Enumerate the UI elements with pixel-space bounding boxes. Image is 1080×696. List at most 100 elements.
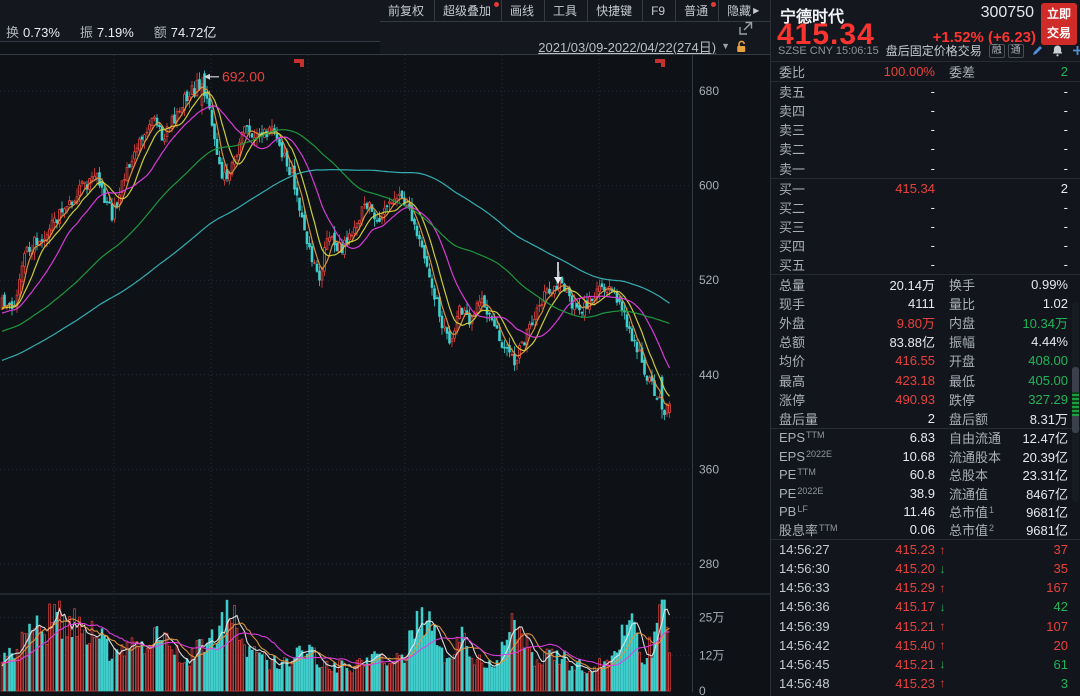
- menu-item[interactable]: 前复权: [380, 0, 436, 21]
- edit-pencil-icon[interactable]: [1031, 44, 1044, 57]
- tick-time: 14:56:42: [779, 637, 830, 653]
- menu-item-label: F9: [651, 3, 666, 18]
- menu-item[interactable]: 普通: [676, 0, 720, 21]
- svg-text:12万: 12万: [699, 649, 724, 663]
- tick-row[interactable]: 14:56:27 415.23 ↑ 37: [771, 540, 1080, 559]
- tick-price: 415.23: [895, 542, 935, 558]
- date-range-selector[interactable]: 2021/03/09-2022/04/22(274日) ▼: [0, 38, 748, 55]
- fund-value-1: 0.06: [909, 522, 935, 538]
- bid-price: -: [930, 237, 935, 253]
- svg-text:280: 280: [699, 557, 719, 571]
- menu-item[interactable]: 工具: [545, 0, 589, 21]
- date-range-text[interactable]: 2021/03/09-2022/04/22(274日): [538, 39, 717, 55]
- add-to-watchlist-icon[interactable]: [1071, 44, 1080, 57]
- quote-meta-row: SZSE CNY 15:06:15 盘后固定价格交易 融通: [778, 42, 1080, 59]
- tick-time: 14:56:36: [779, 599, 830, 615]
- bid-levels: 买一 415.34 2 买二 - - 买三 - - 买四: [771, 179, 1080, 274]
- ask-row[interactable]: 卖一 - -: [771, 158, 1080, 177]
- fund-label-2: 总市值2: [949, 523, 995, 539]
- menu-item-label: 工具: [553, 4, 578, 18]
- fund-value-2: 9681亿: [1026, 523, 1068, 539]
- svg-text:360: 360: [699, 462, 719, 476]
- divider: [771, 177, 1080, 179]
- stat-value: 74.72亿: [170, 25, 217, 40]
- tick-price: 415.17: [895, 599, 935, 615]
- stat-label: 额: [153, 25, 167, 40]
- svg-text:0: 0: [699, 684, 706, 696]
- mini-volume-gauge: [1072, 392, 1079, 416]
- tick-qty: 35: [1053, 561, 1068, 577]
- weibi-label: 委比: [779, 65, 806, 81]
- divider: [771, 274, 1080, 276]
- bid-row[interactable]: 买三 - -: [771, 217, 1080, 236]
- menu-item[interactable]: F9: [643, 0, 677, 21]
- tick-price: 415.23: [895, 675, 935, 691]
- ask-label: 卖一: [779, 161, 806, 177]
- stat-label-2: 振幅: [949, 335, 976, 351]
- stat-label-2: 内盘: [949, 316, 976, 332]
- tick-row[interactable]: 14:56:30 415.20 ↓ 35: [771, 559, 1080, 578]
- weicha-value: 2: [1060, 64, 1068, 80]
- svg-text:692.00: 692.00: [222, 68, 265, 84]
- tick-row[interactable]: 14:56:45 415.21 ↓ 61: [771, 655, 1080, 674]
- menu-item-label: 隐藏: [727, 4, 752, 18]
- stat-value-2: 1.02: [1042, 296, 1068, 312]
- ask-row[interactable]: 卖二 - -: [771, 139, 1080, 158]
- menu-item[interactable]: 超级叠加: [435, 0, 503, 21]
- bid-qty: -: [1063, 256, 1068, 272]
- tick-row[interactable]: 14:56:42 415.40 ↑ 20: [771, 636, 1080, 655]
- fund-value-1: 11.46: [903, 504, 935, 520]
- fund-value-1: 10.68: [902, 448, 935, 464]
- tick-row[interactable]: 14:56:48 415.23 ↑ 3: [771, 674, 1080, 693]
- menu-item-label: 普通: [684, 4, 709, 18]
- stock-name: 宁德时代: [780, 9, 845, 26]
- time-and-sales: 14:56:27 415.23 ↑ 37 14:56:30 415.20 ↓ 3…: [771, 540, 1080, 693]
- unlock-icon[interactable]: [735, 40, 748, 53]
- chart-toolbar-menu: 前复权 超级叠加 画线 工具 快捷键 F: [380, 0, 770, 22]
- bid-row[interactable]: 买一 415.34 2: [771, 179, 1080, 198]
- bid-row[interactable]: 买五 - -: [771, 255, 1080, 274]
- trade-button-label: 立即交易: [1046, 7, 1071, 40]
- bid-row[interactable]: 买四 - -: [771, 236, 1080, 255]
- ask-label: 卖五: [779, 85, 806, 101]
- ask-price: -: [930, 84, 935, 100]
- tick-time: 14:56:27: [779, 542, 830, 558]
- stats-row: 总量 20.14万 换手 0.99%: [771, 275, 1080, 294]
- tick-row[interactable]: 14:56:33 415.29 ↑ 167: [771, 578, 1080, 597]
- alert-bell-icon[interactable]: [1051, 44, 1064, 57]
- menu-item[interactable]: 隐藏 ▶: [719, 0, 767, 21]
- tick-row[interactable]: 14:56:39 415.21 ↑ 107: [771, 617, 1080, 636]
- tick-price: 415.40: [895, 637, 935, 653]
- menu-item[interactable]: 快捷键: [588, 0, 644, 21]
- expand-chart-icon[interactable]: [737, 19, 755, 37]
- ask-qty: -: [1063, 160, 1068, 176]
- tick-row[interactable]: 14:56:36 415.17 ↓ 42: [771, 597, 1080, 616]
- ask-row[interactable]: 卖三 - -: [771, 120, 1080, 139]
- fund-value-2: 8467亿: [1026, 486, 1068, 502]
- tick-direction-arrow-icon: ↓: [939, 599, 946, 614]
- svg-text:680: 680: [699, 84, 719, 98]
- chevron-down-icon[interactable]: ▼: [721, 41, 730, 51]
- submenu-arrow-icon: ▶: [753, 6, 760, 15]
- ask-label: 卖三: [779, 123, 806, 139]
- tick-direction-arrow-icon: ↓: [939, 657, 946, 672]
- ask-row[interactable]: 卖五 - -: [771, 82, 1080, 101]
- stat-value-2: 4.44%: [1031, 334, 1068, 350]
- ask-qty: -: [1063, 141, 1068, 157]
- kline-chart[interactable]: 680 600 520 440 360 280 25万 12万 0 692.00: [0, 55, 770, 696]
- fund-value-2: 9681亿: [1026, 505, 1068, 521]
- bid-label: 买四: [779, 238, 806, 254]
- tick-price: 415.20: [895, 561, 935, 577]
- bid-row[interactable]: 买二 - -: [771, 198, 1080, 217]
- tick-direction-arrow-icon: ↓: [939, 561, 946, 576]
- notification-dot: [494, 2, 500, 7]
- menu-item[interactable]: 画线: [502, 0, 546, 21]
- trade-now-button[interactable]: 立即交易: [1041, 3, 1077, 45]
- stat-label-2: 盘后额: [949, 411, 989, 427]
- bid-qty: -: [1063, 237, 1068, 253]
- fund-label-2: 总市值1: [949, 505, 995, 521]
- stat-value-2: 408.00: [1028, 353, 1068, 369]
- ask-row[interactable]: 卖四 - -: [771, 101, 1080, 120]
- stat-label-1: 总额: [779, 335, 806, 351]
